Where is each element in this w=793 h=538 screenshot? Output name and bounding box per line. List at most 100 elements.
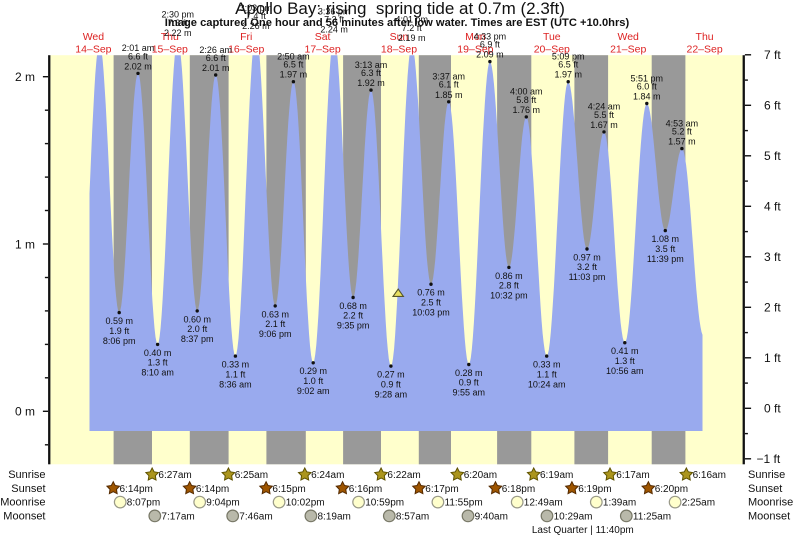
- svg-text:2:26 am: 2:26 am: [199, 45, 232, 55]
- svg-text:Mon: Mon: [465, 31, 486, 43]
- svg-text:−1 ft: −1 ft: [757, 452, 781, 466]
- svg-text:6.5 ft: 6.5 ft: [558, 60, 579, 70]
- svg-text:1 m: 1 m: [15, 237, 35, 251]
- svg-text:Sun: Sun: [390, 31, 409, 43]
- svg-text:Thu: Thu: [161, 31, 179, 43]
- svg-text:2.09 m: 2.09 m: [476, 50, 504, 60]
- svg-text:5:09 pm: 5:09 pm: [552, 52, 585, 62]
- svg-text:6:17am: 6:17am: [616, 470, 649, 481]
- svg-text:Last Quarter | 11:40pm: Last Quarter | 11:40pm: [532, 525, 634, 536]
- svg-text:2.8 ft: 2.8 ft: [499, 281, 520, 291]
- svg-text:6:17pm: 6:17pm: [425, 484, 458, 495]
- svg-text:0.86 m: 0.86 m: [495, 271, 523, 281]
- svg-text:3.2 ft: 3.2 ft: [577, 262, 598, 272]
- svg-text:0.60 m: 0.60 m: [183, 314, 211, 324]
- svg-text:2.1 ft: 2.1 ft: [265, 319, 286, 329]
- svg-text:0.9 ft: 0.9 ft: [381, 379, 402, 389]
- svg-text:6:18pm: 6:18pm: [502, 484, 535, 495]
- svg-text:5 ft: 5 ft: [764, 149, 781, 163]
- svg-text:6:15pm: 6:15pm: [272, 484, 305, 495]
- svg-text:6:16pm: 6:16pm: [349, 484, 382, 495]
- svg-text:11:39 pm: 11:39 pm: [647, 254, 684, 264]
- svg-text:Thu: Thu: [696, 31, 714, 43]
- svg-text:1.97 m: 1.97 m: [280, 70, 308, 80]
- svg-text:8:37 pm: 8:37 pm: [181, 334, 214, 344]
- svg-text:Wed: Wed: [617, 31, 639, 43]
- svg-text:18–Sep: 18–Sep: [381, 44, 417, 56]
- svg-text:4:33 pm: 4:33 pm: [474, 31, 507, 41]
- svg-text:2 ft: 2 ft: [764, 301, 781, 315]
- svg-text:Sunrise: Sunrise: [8, 469, 45, 481]
- svg-text:1:39am: 1:39am: [603, 498, 636, 509]
- svg-text:8:36 am: 8:36 am: [219, 379, 252, 389]
- svg-text:7:17am: 7:17am: [161, 511, 194, 522]
- svg-text:6:24am: 6:24am: [311, 470, 344, 481]
- svg-text:2.19 m: 2.19 m: [398, 33, 426, 43]
- svg-text:9:04pm: 9:04pm: [206, 498, 239, 509]
- svg-text:10:59pm: 10:59pm: [365, 498, 404, 509]
- svg-text:0.9 ft: 0.9 ft: [459, 378, 480, 388]
- svg-text:10:56 am: 10:56 am: [606, 366, 644, 376]
- svg-text:7 ft: 7 ft: [764, 48, 781, 62]
- svg-text:1.85 m: 1.85 m: [435, 90, 463, 100]
- svg-text:4:53 am: 4:53 am: [666, 118, 699, 128]
- svg-text:2.01 m: 2.01 m: [202, 63, 230, 73]
- svg-text:Wed: Wed: [83, 31, 105, 43]
- svg-text:Fri: Fri: [240, 31, 252, 43]
- svg-text:9:28 am: 9:28 am: [375, 389, 408, 399]
- svg-text:1.1 ft: 1.1 ft: [225, 369, 246, 379]
- svg-text:7.2 ft: 7.2 ft: [402, 23, 423, 33]
- svg-text:6.9 ft: 6.9 ft: [480, 40, 501, 50]
- svg-text:Moonset: Moonset: [748, 510, 790, 522]
- svg-text:6.6 ft: 6.6 ft: [206, 53, 227, 63]
- svg-text:2:50 am: 2:50 am: [277, 52, 310, 62]
- svg-text:6 ft: 6 ft: [764, 99, 781, 113]
- svg-text:1.84 m: 1.84 m: [633, 92, 661, 102]
- svg-text:1.92 m: 1.92 m: [357, 78, 385, 88]
- svg-text:1.9 ft: 1.9 ft: [109, 326, 130, 336]
- svg-text:3 ft: 3 ft: [764, 250, 781, 264]
- svg-text:0 ft: 0 ft: [764, 402, 781, 416]
- svg-text:1.0 ft: 1.0 ft: [303, 376, 324, 386]
- svg-text:9:35 pm: 9:35 pm: [337, 321, 370, 331]
- svg-text:6:27am: 6:27am: [158, 470, 191, 481]
- svg-text:1.3 ft: 1.3 ft: [148, 358, 169, 368]
- svg-text:1.08 m: 1.08 m: [652, 234, 680, 244]
- svg-text:0.33 m: 0.33 m: [222, 360, 250, 370]
- svg-text:0.59 m: 0.59 m: [105, 316, 133, 326]
- svg-text:Apollo Bay: rising spring tid: Apollo Bay: rising spring tide at 0.7m (…: [235, 0, 565, 18]
- svg-text:9:02 am: 9:02 am: [297, 386, 330, 396]
- svg-text:Moonset: Moonset: [3, 510, 45, 522]
- svg-text:6:19am: 6:19am: [540, 470, 573, 481]
- svg-text:5:51 pm: 5:51 pm: [631, 73, 664, 83]
- svg-text:11:25am: 11:25am: [633, 511, 671, 522]
- svg-text:12:49am: 12:49am: [524, 498, 563, 509]
- svg-text:6:25am: 6:25am: [235, 470, 268, 481]
- svg-text:4:24 am: 4:24 am: [588, 102, 621, 112]
- svg-text:3:03 pm: 3:03 pm: [240, 3, 273, 13]
- svg-text:5.2 ft: 5.2 ft: [672, 127, 693, 137]
- svg-text:0.40 m: 0.40 m: [144, 348, 172, 358]
- svg-text:2.02 m: 2.02 m: [124, 61, 152, 71]
- svg-text:16–Sep: 16–Sep: [228, 44, 264, 56]
- svg-text:Tue: Tue: [543, 31, 561, 43]
- svg-text:2.24 m: 2.24 m: [320, 25, 348, 35]
- svg-text:3:13 am: 3:13 am: [355, 60, 388, 70]
- svg-text:6.5 ft: 6.5 ft: [283, 60, 304, 70]
- svg-text:1.1 ft: 1.1 ft: [537, 369, 558, 379]
- svg-text:0.28 m: 0.28 m: [455, 368, 483, 378]
- svg-text:2.2 ft: 2.2 ft: [343, 311, 364, 321]
- svg-text:6.6 ft: 6.6 ft: [128, 51, 149, 61]
- svg-text:2:25am: 2:25am: [682, 498, 715, 509]
- svg-text:6.3 ft: 6.3 ft: [361, 68, 382, 78]
- svg-text:4 ft: 4 ft: [764, 200, 781, 214]
- svg-text:2 m: 2 m: [15, 70, 35, 84]
- svg-text:11:03 pm: 11:03 pm: [569, 272, 606, 282]
- svg-text:6:22am: 6:22am: [387, 470, 420, 481]
- svg-text:0 m: 0 m: [15, 405, 35, 419]
- svg-text:Moonrise: Moonrise: [748, 497, 793, 509]
- svg-text:0.33 m: 0.33 m: [533, 360, 561, 370]
- svg-text:Sunrise: Sunrise: [748, 469, 785, 481]
- svg-text:0.27 m: 0.27 m: [377, 370, 405, 380]
- svg-text:19–Sep: 19–Sep: [457, 44, 493, 56]
